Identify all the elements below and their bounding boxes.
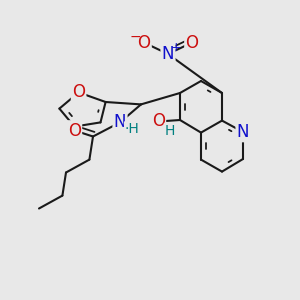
- Text: O: O: [72, 83, 85, 101]
- Text: O: O: [152, 112, 165, 130]
- Text: −: −: [130, 30, 141, 44]
- Text: O: O: [185, 34, 199, 52]
- Text: ·H: ·H: [124, 122, 140, 136]
- Text: O: O: [137, 34, 151, 52]
- Text: O: O: [68, 122, 81, 140]
- Text: H: H: [164, 124, 175, 137]
- Text: N: N: [114, 113, 126, 131]
- Text: N: N: [162, 45, 174, 63]
- Text: N: N: [237, 123, 249, 141]
- Text: +: +: [171, 41, 182, 54]
